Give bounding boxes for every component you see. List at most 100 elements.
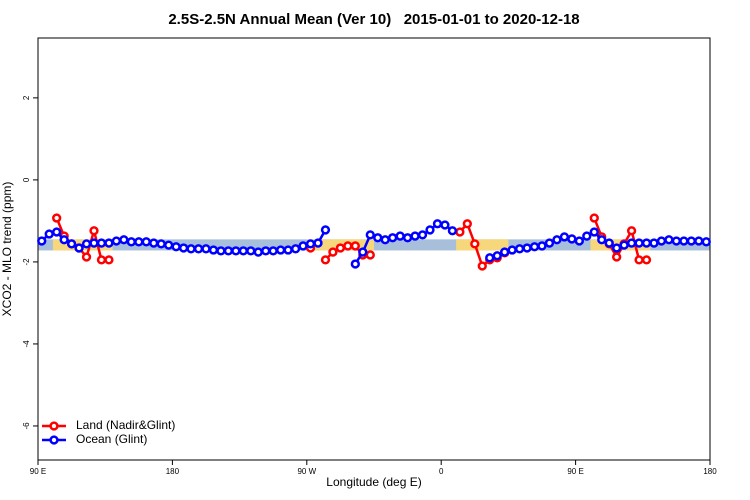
point: [216, 246, 226, 256]
point: [283, 245, 293, 255]
point: [320, 225, 331, 235]
point: [574, 236, 584, 246]
legend-label: Ocean (Glint): [76, 432, 147, 446]
point: [477, 261, 487, 271]
point: [582, 231, 592, 241]
point: [201, 244, 211, 254]
point: [597, 235, 607, 245]
x-axis-label: Longitude (deg E): [326, 475, 421, 489]
y-tick-label: -4: [22, 340, 31, 348]
point: [104, 238, 114, 248]
point: [81, 252, 92, 262]
land-band: [456, 239, 509, 251]
x-tick-label: 90 W: [297, 467, 316, 476]
point: [52, 213, 62, 223]
x-tick-label: 180: [166, 467, 180, 476]
point: [313, 238, 323, 248]
point: [604, 238, 614, 248]
point: [514, 244, 525, 254]
point: [365, 250, 375, 260]
point: [388, 233, 398, 243]
point: [395, 231, 405, 241]
point: [343, 241, 353, 251]
point: [626, 238, 637, 248]
point: [96, 255, 107, 265]
point: [559, 232, 570, 242]
point: [589, 213, 599, 223]
point: [686, 236, 696, 246]
point: [253, 247, 263, 257]
point: [402, 233, 413, 243]
y-tick-label: -6: [22, 422, 31, 430]
point: [447, 226, 458, 236]
point: [500, 247, 510, 257]
point: [350, 259, 360, 269]
point: [567, 234, 577, 244]
point: [425, 225, 435, 235]
point: [679, 236, 689, 246]
y-tick-label: -2: [22, 258, 31, 266]
point: [193, 244, 204, 254]
point: [126, 237, 136, 247]
point: [350, 241, 360, 251]
legend-marker: [49, 421, 59, 431]
point: [440, 220, 450, 230]
point: [141, 237, 151, 247]
point: [208, 245, 219, 255]
plot-frame: [37, 37, 711, 461]
point: [246, 246, 256, 256]
point: [455, 227, 465, 237]
point: [694, 236, 704, 246]
point: [619, 240, 629, 250]
point: [634, 238, 644, 248]
point: [641, 238, 652, 248]
point: [328, 247, 338, 257]
point: [238, 246, 248, 256]
point: [74, 243, 84, 253]
point: [485, 253, 495, 263]
point: [380, 235, 390, 245]
point: [89, 226, 99, 236]
point: [104, 255, 114, 265]
point: [537, 241, 547, 251]
point: [164, 240, 174, 250]
point: [552, 235, 562, 245]
x-tick-label: 0: [439, 467, 444, 476]
point: [223, 246, 234, 256]
point: [641, 255, 652, 265]
point: [432, 219, 443, 229]
point: [365, 230, 375, 240]
point: [664, 235, 674, 245]
x-tick-label: 180: [703, 467, 717, 476]
point: [186, 244, 196, 254]
point: [656, 236, 667, 246]
point: [119, 235, 129, 245]
point: [178, 243, 189, 253]
x-tick-label: 90 E: [30, 467, 46, 476]
point: [492, 251, 502, 261]
y-tick-label: 2: [22, 95, 31, 100]
point: [81, 239, 92, 249]
point: [671, 236, 682, 246]
point: [335, 243, 346, 253]
point: [626, 226, 637, 236]
point: [290, 244, 301, 254]
point: [156, 239, 166, 249]
point: [612, 252, 622, 262]
point: [111, 236, 122, 246]
point: [52, 227, 62, 237]
point: [410, 231, 420, 241]
point: [320, 255, 331, 265]
point: [171, 242, 181, 252]
legend-marker: [49, 435, 59, 445]
point: [298, 241, 308, 251]
chart-title: 2.5S-2.5N Annual Mean (Ver 10) 2015-01-0…: [168, 11, 579, 28]
point: [358, 247, 368, 257]
point: [589, 227, 599, 237]
point: [529, 242, 540, 252]
legend-label: Land (Nadir&Glint): [76, 418, 175, 432]
point: [37, 236, 47, 246]
point: [612, 243, 622, 253]
